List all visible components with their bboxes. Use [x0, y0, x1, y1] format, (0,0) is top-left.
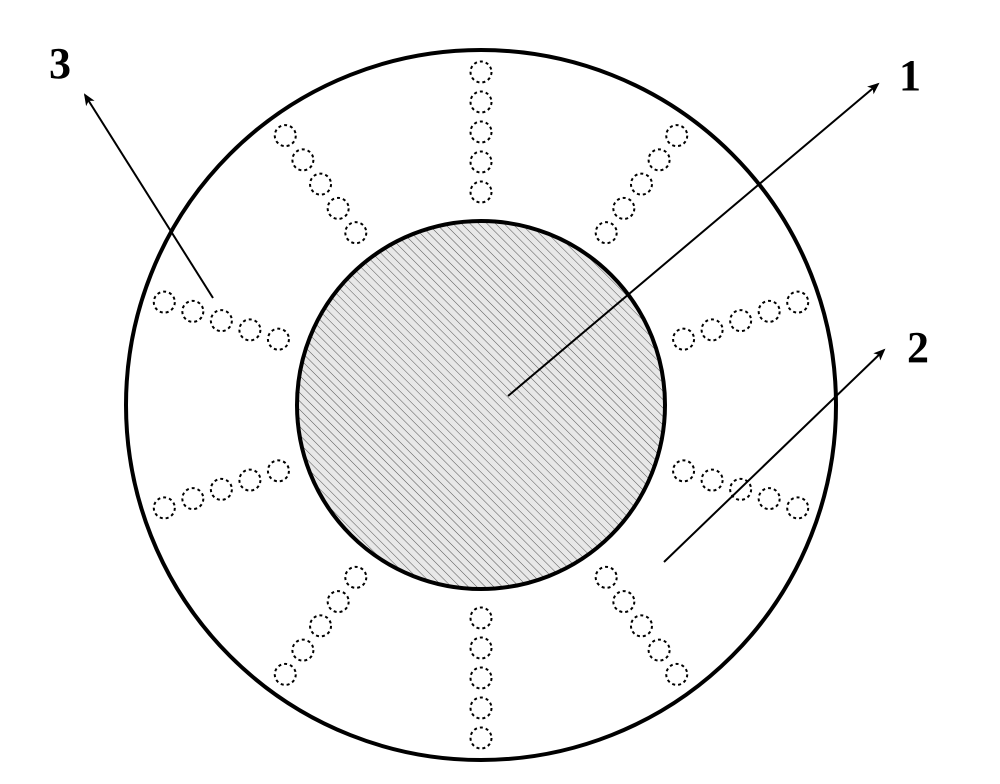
spoke-dot	[345, 222, 366, 243]
spoke-dot	[471, 698, 492, 719]
spoke-dot	[649, 149, 670, 170]
spoke-dot	[211, 479, 232, 500]
callout-label: 2	[907, 323, 929, 372]
spoke-dot	[471, 668, 492, 689]
spoke-dot	[787, 292, 808, 313]
spoke-dot	[182, 301, 203, 322]
spoke-dot	[649, 640, 670, 661]
spoke-dot	[673, 460, 694, 481]
spoke-dot	[292, 149, 313, 170]
spoke-dot	[328, 198, 349, 219]
spoke-dot	[666, 125, 687, 146]
spoke-dot	[310, 615, 331, 636]
spoke-dot	[702, 319, 723, 340]
spoke-dot	[310, 174, 331, 195]
spoke-dot	[268, 460, 289, 481]
spoke-dot	[471, 62, 492, 83]
spoke-dot	[239, 319, 260, 340]
spoke-dot	[702, 470, 723, 491]
spoke-dot	[268, 329, 289, 350]
spoke-dot	[673, 329, 694, 350]
spoke-dot	[154, 292, 175, 313]
spoke-dot	[154, 497, 175, 518]
spoke-dot	[596, 222, 617, 243]
spoke-dot	[471, 638, 492, 659]
spoke-dot	[211, 310, 232, 331]
spoke-dot	[345, 567, 366, 588]
inner-circle	[297, 221, 665, 589]
spoke-dot	[182, 488, 203, 509]
spoke-dot	[787, 497, 808, 518]
spoke-dot	[613, 198, 634, 219]
spoke-dot	[631, 615, 652, 636]
callout-label: 3	[49, 39, 71, 88]
spoke-dot	[328, 591, 349, 612]
spoke-dot	[471, 152, 492, 173]
spoke-dot	[596, 567, 617, 588]
spoke-dot	[275, 125, 296, 146]
spoke-dot	[471, 92, 492, 113]
figure-canvas: 1 2 3	[0, 0, 1000, 784]
spoke-dot	[759, 301, 780, 322]
spoke-dot	[471, 182, 492, 203]
spoke-dot	[759, 488, 780, 509]
spoke-dot	[730, 310, 751, 331]
callout-label: 1	[899, 51, 921, 100]
spoke-dot	[631, 174, 652, 195]
spoke-dot	[275, 664, 296, 685]
spoke-dot	[666, 664, 687, 685]
spoke-dot	[613, 591, 634, 612]
spoke-dot	[292, 640, 313, 661]
spoke-dot	[471, 608, 492, 629]
spoke-dot	[239, 470, 260, 491]
spoke-dot	[471, 728, 492, 749]
spoke-dot	[471, 122, 492, 143]
